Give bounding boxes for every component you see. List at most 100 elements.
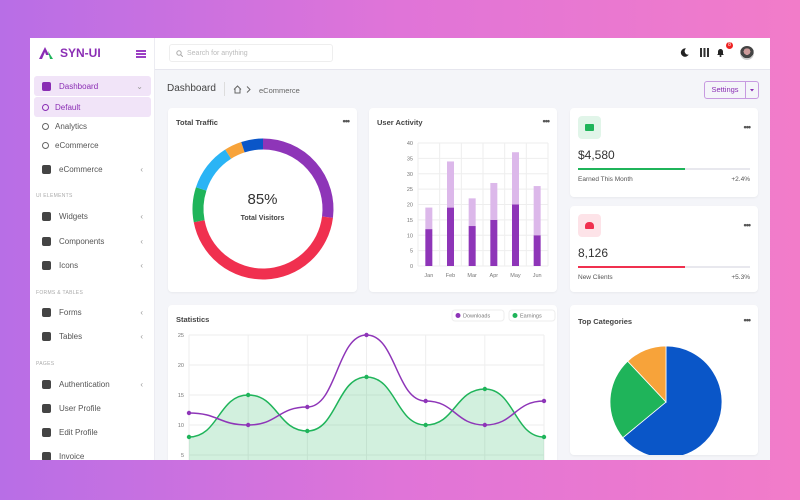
- legend-item: Earnings: [508, 309, 556, 322]
- data-point: [541, 434, 547, 440]
- y-tick-label: 15: [178, 393, 184, 399]
- bell-icon[interactable]: [716, 48, 725, 57]
- sidebar-item-widgets[interactable]: Widgets ‹: [34, 206, 151, 226]
- donut-slice: [195, 149, 232, 191]
- sidebar-item-label: Tables: [59, 331, 83, 341]
- stat-change: +2.4%: [731, 176, 750, 183]
- donut-slice: [241, 138, 264, 153]
- more-icon[interactable]: •••: [743, 315, 752, 325]
- data-point: [186, 410, 192, 416]
- circle-icon: [42, 122, 49, 130]
- x-tick-label: Jun: [533, 273, 542, 279]
- settings-button[interactable]: Settings: [705, 82, 746, 98]
- sidebar-item-dashboard[interactable]: Dashboard ⌄: [34, 76, 151, 96]
- menu-item-icon: [42, 236, 51, 246]
- top-categories-card: Top Categories •••: [570, 305, 758, 455]
- y-tick-label: 35: [407, 156, 413, 162]
- sidebar-item-authentication[interactable]: Authentication ‹: [34, 374, 151, 394]
- sidebar-item-user-profile[interactable]: User Profile: [34, 398, 151, 418]
- home-icon[interactable]: [233, 85, 242, 94]
- y-tick-label: 15: [407, 218, 413, 224]
- logo[interactable]: SYN-UI: [38, 46, 101, 60]
- data-point: [541, 398, 547, 404]
- search-input[interactable]: Search for anything: [169, 44, 333, 62]
- bar: [512, 204, 519, 266]
- bar: [533, 235, 541, 266]
- sidebar-item-default[interactable]: Default: [34, 97, 151, 117]
- sidebar-section-label: PAGES: [36, 361, 55, 367]
- sidebar-item-label: eCommerce: [59, 164, 103, 174]
- progress-bar: [578, 266, 750, 268]
- total-traffic-card: Total Traffic ••• 85% Total Visitors: [168, 108, 357, 292]
- area-earnings: [189, 377, 544, 460]
- chevron-left-icon: ‹: [140, 307, 143, 317]
- donut-slice: [193, 216, 333, 280]
- data-point: [245, 392, 251, 398]
- menu-item-icon: [42, 260, 51, 270]
- circle-icon: [42, 103, 49, 111]
- more-icon[interactable]: •••: [743, 122, 752, 132]
- legend-item: Downloads: [451, 309, 505, 322]
- legend-marker: [512, 313, 518, 318]
- donut-slice: [262, 138, 334, 218]
- sidebar-item-analytics[interactable]: Analytics: [34, 116, 151, 136]
- page-title: Dashboard: [167, 83, 216, 94]
- x-tick-label: May: [510, 273, 521, 279]
- more-icon[interactable]: •••: [342, 116, 351, 126]
- sidebar-item-tables[interactable]: Tables ‹: [34, 326, 151, 346]
- bar: [425, 229, 433, 266]
- breadcrumb[interactable]: eCommerce: [259, 86, 300, 95]
- sidebar-item-components[interactable]: Components ‹: [34, 231, 151, 251]
- more-icon[interactable]: •••: [743, 220, 752, 230]
- stat-label: Earned This Month: [578, 176, 633, 183]
- bar: [468, 198, 476, 227]
- menu-item-icon: [42, 331, 51, 341]
- settings-button-group: Settings: [704, 81, 759, 99]
- y-tick-label: 40: [407, 141, 413, 147]
- bar: [490, 219, 498, 266]
- avatar[interactable]: [740, 46, 754, 60]
- x-tick-label: Jan: [424, 273, 433, 279]
- sidebar-item-label: Invoice: [59, 451, 85, 461]
- y-tick-label: 0: [410, 264, 413, 270]
- sidebar-item-edit-profile[interactable]: Edit Profile: [34, 422, 151, 442]
- search-placeholder: Search for anything: [187, 49, 248, 57]
- y-tick-label: 20: [407, 203, 413, 209]
- menu-toggle-icon[interactable]: [136, 50, 146, 58]
- user-activity-card: User Activity ••• 0 5 10 15 20 25 30 35 40 Jan Feb…: [369, 108, 557, 292]
- data-point: [305, 428, 310, 434]
- sidebar-item-invoice[interactable]: Invoice: [34, 446, 151, 460]
- y-tick-label: 5: [181, 453, 184, 459]
- x-tick-label: Apr: [490, 273, 499, 279]
- sidebar-item-label: Forms: [59, 307, 82, 317]
- sidebar-item-icons[interactable]: Icons ‹: [34, 255, 151, 275]
- sidebar-item-ecommerce[interactable]: eCommerce ‹: [34, 159, 151, 179]
- statistics-card: Statistics 5 10 15 20 25 Downloads Earnings: [168, 305, 557, 460]
- pie-slice: [609, 360, 667, 439]
- donut-slice: [225, 141, 245, 159]
- legend-marker: [455, 313, 461, 318]
- legend-label: Downloads: [463, 314, 490, 320]
- x-tick-label: Feb: [446, 273, 455, 279]
- moon-icon[interactable]: [680, 48, 689, 57]
- sidebar-item-label: Analytics: [55, 121, 88, 131]
- stat-value: $4,580: [578, 148, 615, 162]
- sidebar-item-forms[interactable]: Forms ‹: [34, 302, 151, 322]
- sidebar-section-label: UI ELEMENTS: [36, 193, 73, 199]
- y-tick-label: 30: [407, 172, 413, 178]
- wallet-icon: [578, 116, 601, 139]
- caret-down-icon[interactable]: [746, 82, 758, 98]
- pie-chart: [609, 345, 723, 455]
- apps-grid-icon[interactable]: [700, 48, 709, 57]
- progress-fill: [578, 266, 685, 268]
- sidebar-item-ecommerce[interactable]: eCommerce: [34, 135, 151, 155]
- sidebar-item-label: Edit Profile: [59, 427, 98, 437]
- logo-icon: [39, 47, 53, 59]
- menu-item-icon: [42, 451, 51, 460]
- data-point: [245, 422, 251, 428]
- y-tick-label: 10: [407, 233, 413, 239]
- sidebar-item-label: Dashboard: [59, 81, 99, 91]
- line-chart: 5 10 15 20 25 Downloads Earnings: [178, 309, 556, 460]
- more-icon[interactable]: •••: [542, 116, 551, 126]
- pie-slice: [627, 345, 667, 404]
